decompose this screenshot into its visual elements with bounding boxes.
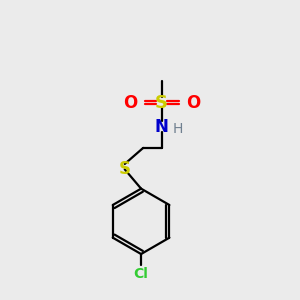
Text: Cl: Cl [134, 266, 148, 280]
Text: O: O [186, 94, 200, 112]
Text: S: S [119, 160, 131, 178]
Text: N: N [155, 118, 169, 136]
Text: H: H [173, 122, 183, 136]
Text: O: O [123, 94, 137, 112]
Text: S: S [155, 94, 168, 112]
